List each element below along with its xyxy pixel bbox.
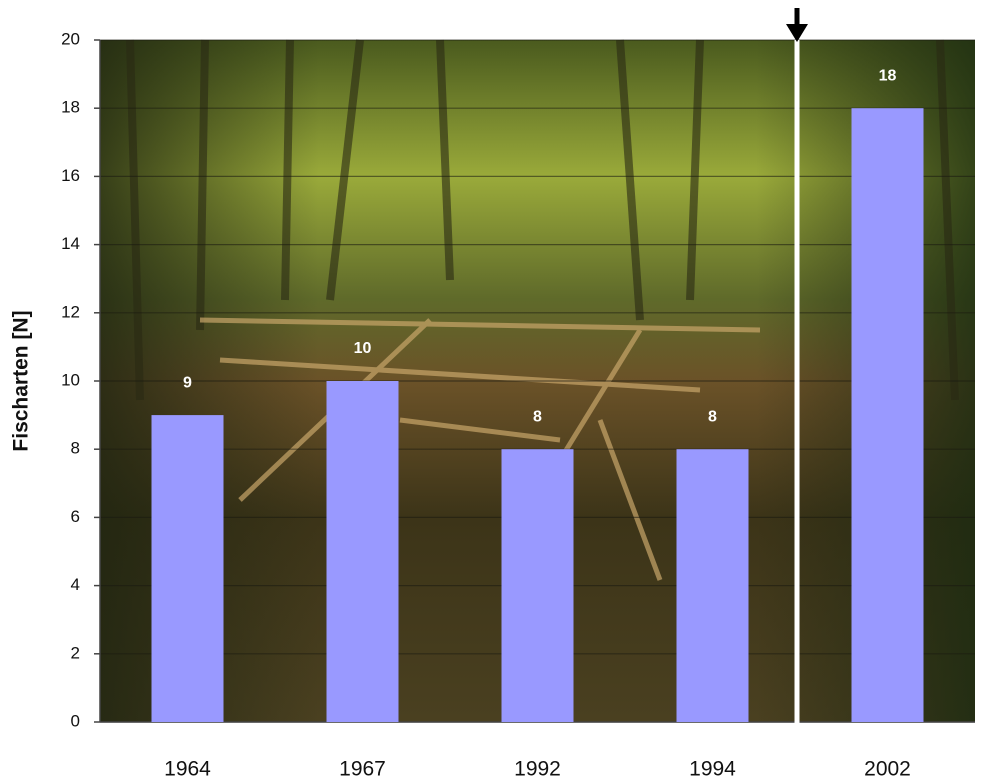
y-tick-label: 10 [61,370,80,389]
y-tick-label: 16 [61,166,80,185]
x-tick-label: 1967 [339,758,386,781]
x-tick-label: 1994 [689,758,736,781]
bar [327,381,399,722]
y-tick-label: 18 [61,98,80,117]
bar [677,449,749,722]
x-tick-label: 1964 [164,758,211,781]
x-tick-label: 2002 [864,758,911,781]
bar [152,415,224,722]
x-tick-label: 1992 [514,758,561,781]
y-tick-label: 8 [71,439,80,458]
bar [852,108,924,722]
y-tick-label: 14 [61,234,80,253]
y-tick-label: 20 [61,29,80,48]
bar [502,449,574,722]
y-tick-label: 6 [71,507,80,526]
arrow [786,8,808,42]
value-label: 8 [708,408,717,425]
y-tick-label: 0 [71,711,80,730]
y-tick-label: 12 [61,302,80,321]
value-label: 10 [354,340,372,357]
value-label: 8 [533,408,542,425]
chart: Fischarten [N] 0 2 4 6 8 10 12 14 16 18 20 1964 9 196… [0,0,987,783]
y-axis-label: Fischarten [N] [10,310,33,451]
y-tick-label: 2 [71,643,80,662]
value-label: 18 [879,67,897,84]
page: Fischarten [N] 0 2 4 6 8 10 12 14 16 18 20 1964 9 196… [0,0,987,783]
y-tick-label: 4 [71,575,80,594]
value-label: 9 [183,374,192,391]
